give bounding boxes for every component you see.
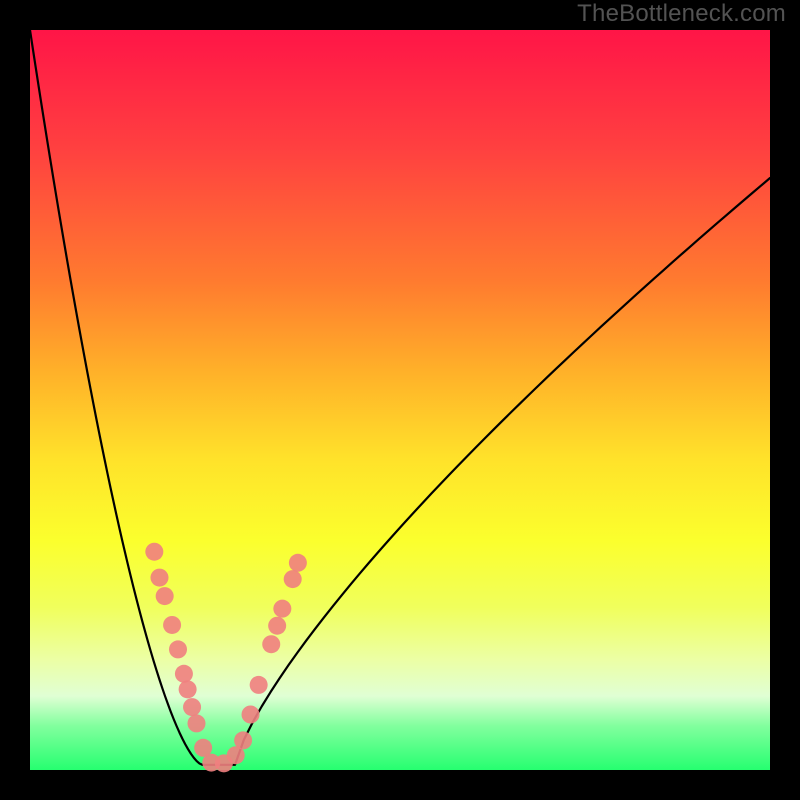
data-marker [179,680,197,698]
data-marker [163,616,181,634]
data-marker [250,676,268,694]
data-marker [215,754,233,772]
bottleneck-curve [30,30,770,765]
data-marker [234,731,252,749]
frame: TheBottleneck.com [0,0,800,800]
data-marker [188,714,206,732]
plot-area [30,30,770,770]
data-marker [242,706,260,724]
watermark-text: TheBottleneck.com [577,0,786,28]
data-marker [273,600,291,618]
data-marker [169,640,187,658]
data-marker [284,570,302,588]
data-marker [289,554,307,572]
data-marker [156,587,174,605]
data-marker [268,617,286,635]
data-marker [151,569,169,587]
data-marker [175,665,193,683]
data-marker [262,635,280,653]
marker-layer [145,543,307,773]
data-marker [145,543,163,561]
data-marker [183,698,201,716]
bottleneck-chart [30,30,770,770]
